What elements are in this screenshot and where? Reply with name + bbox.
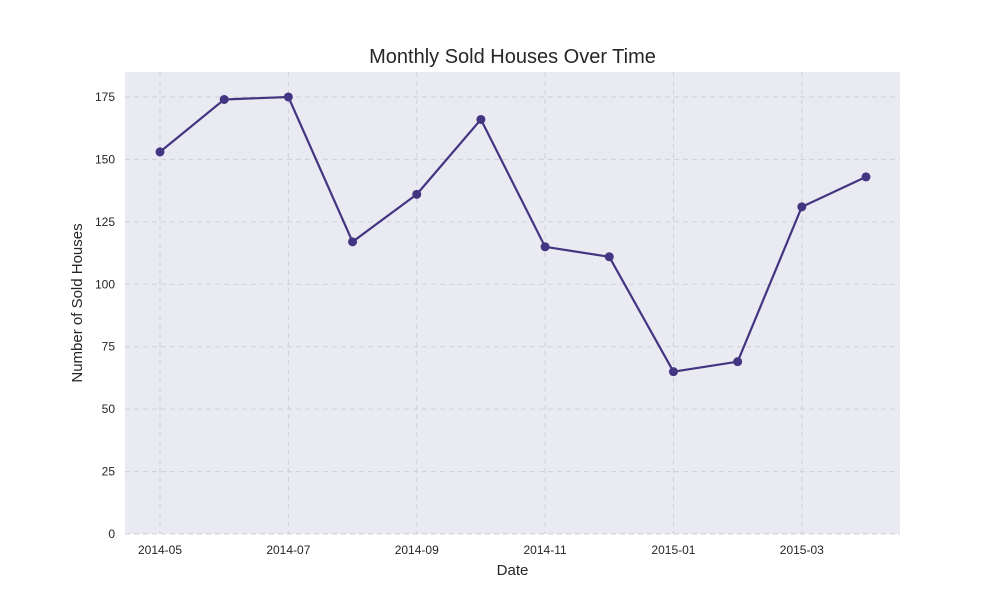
- y-tick-label: 100: [95, 277, 115, 291]
- x-tick-label: 2014-09: [395, 543, 439, 557]
- plot-area: [125, 72, 900, 534]
- y-tick-label: 0: [108, 527, 115, 541]
- x-tick-label: 2014-07: [266, 543, 310, 557]
- data-point: [476, 114, 486, 124]
- data-point: [540, 242, 550, 252]
- y-tick-label: 75: [102, 340, 116, 354]
- y-tick-label: 175: [95, 90, 115, 104]
- data-point: [797, 202, 807, 212]
- data-point: [412, 189, 422, 199]
- series: [155, 92, 871, 377]
- y-tick-label: 25: [102, 465, 116, 479]
- data-point: [219, 94, 229, 104]
- data-point: [861, 172, 871, 182]
- data-point: [668, 367, 678, 377]
- y-tick-label: 50: [102, 402, 116, 416]
- y-tick-label: 150: [95, 152, 115, 166]
- ticks: 0 25 50 75 100 125 150 175 2014-05 2014-07 2014-09…: [95, 90, 824, 557]
- x-tick-label: 2015-03: [780, 543, 824, 557]
- y-tick-label: 125: [95, 215, 115, 229]
- x-tick-label: 2014-11: [524, 543, 567, 557]
- x-axis-label: Date: [497, 562, 529, 579]
- series-line: [159, 95, 867, 373]
- data-point: [733, 357, 743, 367]
- data-point: [348, 237, 358, 247]
- x-tick-label: 2015-01: [651, 543, 695, 557]
- x-tick-label: 2014-05: [138, 543, 182, 557]
- y-axis-label: Number of Sold Houses: [69, 223, 86, 382]
- data-point: [283, 92, 293, 102]
- data-point: [604, 252, 614, 262]
- chart-title: Monthly Sold Houses Over Time: [369, 46, 656, 68]
- data-point: [155, 147, 165, 157]
